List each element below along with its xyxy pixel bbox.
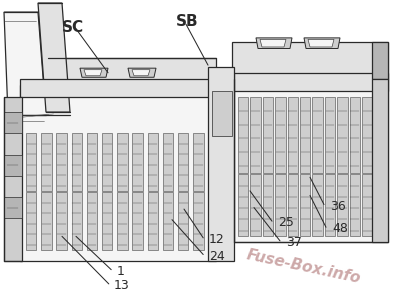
- Polygon shape: [325, 174, 335, 236]
- Polygon shape: [362, 97, 372, 173]
- Text: 37: 37: [286, 236, 302, 249]
- Polygon shape: [56, 133, 67, 191]
- Text: 13: 13: [114, 279, 130, 292]
- Polygon shape: [288, 174, 298, 236]
- Polygon shape: [238, 97, 248, 173]
- Text: 36: 36: [330, 200, 346, 212]
- Polygon shape: [148, 133, 158, 191]
- Polygon shape: [87, 133, 97, 191]
- Polygon shape: [117, 133, 128, 191]
- Polygon shape: [163, 133, 173, 191]
- Polygon shape: [232, 42, 388, 79]
- Polygon shape: [178, 133, 188, 191]
- Polygon shape: [84, 70, 102, 76]
- Polygon shape: [300, 97, 310, 173]
- Polygon shape: [250, 174, 261, 236]
- Polygon shape: [132, 70, 150, 76]
- Polygon shape: [117, 192, 128, 250]
- Polygon shape: [263, 97, 273, 173]
- Text: 1: 1: [117, 265, 125, 278]
- Polygon shape: [238, 174, 248, 236]
- Polygon shape: [178, 192, 188, 250]
- Text: 24: 24: [209, 250, 224, 262]
- Polygon shape: [275, 174, 286, 236]
- Polygon shape: [256, 38, 292, 48]
- Polygon shape: [163, 192, 173, 250]
- Polygon shape: [20, 79, 216, 97]
- Polygon shape: [4, 97, 22, 261]
- Polygon shape: [20, 85, 216, 261]
- Polygon shape: [325, 97, 335, 173]
- Polygon shape: [288, 97, 298, 173]
- Polygon shape: [38, 3, 70, 112]
- Polygon shape: [193, 133, 204, 191]
- Polygon shape: [72, 133, 82, 191]
- Polygon shape: [102, 133, 112, 191]
- Polygon shape: [312, 174, 323, 236]
- Polygon shape: [132, 133, 143, 191]
- Polygon shape: [4, 155, 22, 176]
- Polygon shape: [308, 39, 334, 47]
- Polygon shape: [72, 192, 82, 250]
- Text: Fuse-Box.info: Fuse-Box.info: [246, 247, 362, 286]
- Polygon shape: [337, 97, 348, 173]
- Text: SB: SB: [176, 14, 199, 29]
- Polygon shape: [275, 97, 286, 173]
- Polygon shape: [4, 197, 22, 218]
- Polygon shape: [26, 192, 36, 250]
- Text: 25: 25: [278, 216, 294, 229]
- Polygon shape: [234, 73, 388, 91]
- Polygon shape: [87, 192, 97, 250]
- Polygon shape: [41, 192, 52, 250]
- Polygon shape: [372, 79, 388, 242]
- Polygon shape: [128, 68, 156, 77]
- Text: SC: SC: [62, 20, 84, 35]
- Polygon shape: [148, 192, 158, 250]
- Polygon shape: [234, 79, 388, 242]
- Polygon shape: [26, 133, 36, 191]
- Polygon shape: [102, 192, 112, 250]
- Polygon shape: [4, 112, 22, 133]
- Polygon shape: [80, 68, 108, 77]
- Polygon shape: [263, 174, 273, 236]
- Polygon shape: [337, 174, 348, 236]
- Polygon shape: [193, 192, 204, 250]
- Polygon shape: [212, 91, 232, 136]
- Polygon shape: [56, 192, 67, 250]
- Polygon shape: [208, 67, 234, 261]
- Polygon shape: [350, 97, 360, 173]
- Polygon shape: [350, 174, 360, 236]
- Polygon shape: [304, 38, 340, 48]
- Polygon shape: [260, 39, 286, 47]
- Text: 48: 48: [332, 222, 348, 235]
- Polygon shape: [4, 12, 46, 115]
- Polygon shape: [312, 97, 323, 173]
- Polygon shape: [362, 174, 372, 236]
- Polygon shape: [372, 42, 388, 79]
- Text: 12: 12: [209, 233, 224, 246]
- Polygon shape: [48, 58, 216, 85]
- Polygon shape: [300, 174, 310, 236]
- Polygon shape: [132, 192, 143, 250]
- Polygon shape: [41, 133, 52, 191]
- Polygon shape: [250, 97, 261, 173]
